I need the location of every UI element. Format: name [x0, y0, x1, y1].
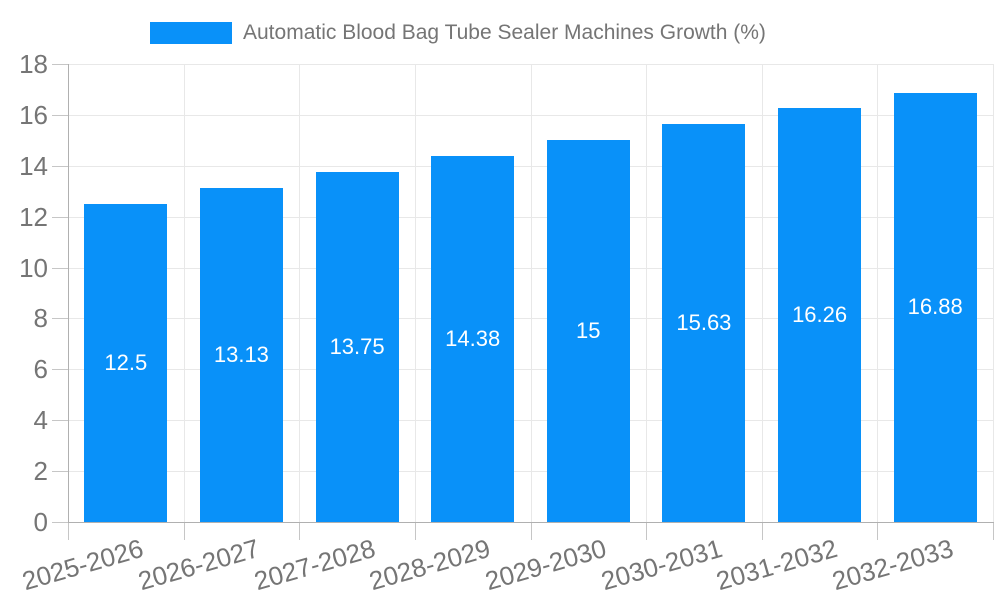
bar[interactable]: 14.38 — [431, 156, 515, 522]
y-axis-line — [68, 64, 69, 523]
x-gridline — [531, 64, 532, 522]
x-tick-label: 2030-2031 — [597, 533, 726, 597]
x-axis-tick — [646, 522, 647, 540]
y-gridline — [68, 217, 993, 218]
x-tick-label: 2028-2029 — [366, 533, 494, 597]
y-tick-label: 16 — [19, 100, 48, 130]
y-axis-tick — [52, 115, 68, 116]
y-axis-tick — [52, 420, 68, 421]
x-gridline — [415, 64, 416, 522]
x-tick-label: 2032-2033 — [828, 533, 957, 597]
x-axis-tick — [299, 522, 300, 540]
bar[interactable]: 13.75 — [315, 172, 399, 522]
x-tick-label: 2027-2028 — [250, 533, 379, 597]
bar[interactable]: 15 — [546, 140, 630, 522]
x-axis-tick — [184, 522, 185, 540]
y-tick-label: 6 — [33, 354, 48, 384]
y-gridline — [68, 369, 993, 370]
x-axis-tick — [531, 522, 532, 540]
y-gridline — [68, 318, 993, 319]
y-gridline — [68, 166, 993, 167]
bar[interactable]: 12.5 — [84, 203, 168, 522]
x-axis-tick — [415, 522, 416, 540]
bar-value-label: 12.5 — [104, 349, 148, 375]
bar-value-label: 15 — [576, 318, 601, 344]
bar[interactable]: 16.88 — [893, 92, 977, 522]
x-axis-tick — [877, 522, 878, 540]
y-tick-label: 12 — [19, 202, 48, 232]
x-gridline — [762, 64, 763, 522]
bar-value-label: 16.88 — [907, 294, 963, 320]
y-tick-label: 8 — [33, 303, 48, 333]
y-tick-label: 10 — [19, 253, 48, 283]
bar[interactable]: 16.26 — [778, 108, 862, 522]
y-gridline — [68, 64, 993, 65]
x-gridline — [993, 64, 994, 522]
legend-label: Automatic Blood Bag Tube Sealer Machines… — [243, 21, 766, 44]
y-gridline — [68, 115, 993, 116]
x-axis-line — [68, 522, 994, 523]
bar-value-label: 16.26 — [792, 302, 848, 328]
x-gridline — [299, 64, 300, 522]
y-axis-tick — [52, 64, 68, 65]
y-axis-tick — [52, 471, 68, 472]
legend[interactable]: Automatic Blood Bag Tube Sealer Machines… — [150, 22, 766, 44]
x-tick-label: 2031-2032 — [713, 533, 841, 597]
y-gridline — [68, 471, 993, 472]
x-axis-tick — [68, 522, 69, 540]
y-axis-tick — [52, 318, 68, 319]
bar-value-label: 15.63 — [676, 310, 732, 336]
bar-value-label: 13.13 — [213, 341, 269, 367]
y-gridline — [68, 268, 993, 269]
y-axis-tick — [52, 166, 68, 167]
bar-value-label: 13.75 — [329, 334, 385, 360]
y-axis-tick — [52, 268, 68, 269]
x-axis-tick — [762, 522, 763, 540]
x-gridline — [646, 64, 647, 522]
x-gridline — [184, 64, 185, 522]
x-tick-label: 2029-2030 — [481, 533, 610, 597]
y-tick-label: 0 — [33, 507, 48, 537]
y-axis-tick — [52, 217, 68, 218]
y-gridline — [68, 420, 993, 421]
y-tick-label: 18 — [19, 49, 48, 79]
y-tick-label: 4 — [33, 405, 48, 435]
y-tick-label: 2 — [33, 456, 48, 486]
x-axis-tick — [993, 522, 994, 540]
bar[interactable]: 15.63 — [662, 124, 746, 522]
y-tick-label: 14 — [19, 151, 48, 181]
y-axis-tick — [52, 522, 68, 523]
x-tick-label: 2026-2027 — [134, 533, 263, 597]
bar-value-label: 14.38 — [445, 326, 501, 352]
x-tick-label: 2025-2026 — [19, 533, 148, 597]
legend-swatch — [150, 22, 232, 44]
x-gridline — [877, 64, 878, 522]
y-axis-tick — [52, 369, 68, 370]
bar[interactable]: 13.13 — [199, 187, 283, 522]
